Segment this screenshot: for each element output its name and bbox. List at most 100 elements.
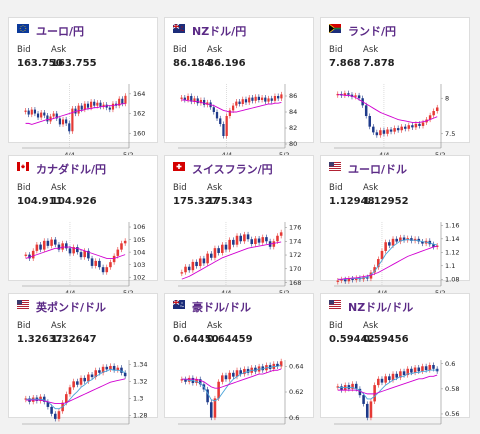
card-header[interactable]: カナダドル/円 [9, 161, 159, 176]
bid-value: 1.32637 [17, 334, 63, 345]
y-tick-label: 1.1 [445, 262, 455, 270]
candle-body [384, 242, 387, 251]
candle-body [90, 101, 93, 108]
candle-body [199, 100, 203, 104]
y-tick-label: 0.6 [445, 360, 455, 368]
candle-body [257, 238, 261, 243]
candle-body [215, 112, 219, 119]
candle-body [53, 413, 57, 419]
card-header[interactable]: NZドル/ドル [321, 299, 471, 314]
card-header[interactable]: スイスフラン/円 [165, 161, 315, 176]
currency-pair-title[interactable]: ユーロ/円 [36, 25, 85, 38]
us-flag-icon [17, 300, 29, 309]
price-chart[interactable]: 1641621604/45/2 [9, 78, 159, 159]
moving-average-line [181, 99, 282, 113]
price-chart[interactable]: 0.6 0.58 0.56 [321, 354, 471, 434]
price-chart[interactable]: 868482804/45/2 [165, 78, 315, 159]
ask-value: 175.343 [207, 196, 253, 207]
candle-body [358, 388, 362, 396]
currency-card[interactable]: ユーロ/ドル Bid Ask 1.12948 1.12952 1.16 1.14 1.12 1.… [320, 155, 471, 297]
za-flag-icon [329, 24, 341, 33]
ask-value: 1.32647 [51, 334, 97, 345]
currency-card[interactable]: NZドル/ドル Bid Ask 0.59442 0.59456 0.6 0.58 0.56 [320, 293, 471, 425]
bid-value: 163.750 [17, 58, 63, 69]
candle-body [109, 262, 112, 268]
candle-body [46, 115, 49, 122]
candle-body [251, 97, 254, 101]
candle-body [193, 98, 196, 102]
candle-body [120, 243, 123, 250]
candle-body [50, 406, 53, 414]
card-header[interactable]: 豪ドル/ドル [165, 299, 315, 314]
price-chart[interactable]: 0.64 0.62 0.6 [165, 354, 315, 434]
currency-pair-title[interactable]: ユーロ/ドル [348, 163, 408, 176]
candle-body [43, 112, 46, 116]
candle-body [90, 374, 94, 378]
candle-body [424, 366, 428, 371]
candle-body [336, 386, 340, 388]
currency-card[interactable]: スイスフラン/円 Bid Ask 175.327 175.343 176 174 172 170… [164, 155, 315, 297]
card-header[interactable]: ランド/円 [321, 23, 471, 38]
candle-body [347, 385, 351, 389]
currency-card[interactable]: 豪ドル/ドル Bid Ask 0.64450 0.64459 0.64 0.62 0.6 [164, 293, 315, 425]
candle-body [195, 379, 198, 384]
candle-body [196, 98, 199, 104]
candle-body [336, 93, 340, 96]
y-tick-label: 102 [133, 273, 145, 281]
candle-body [393, 128, 396, 132]
candle-body [402, 371, 406, 376]
price-chart[interactable]: 1.161.141.121.11.084/45/2 [321, 216, 471, 297]
currency-pair-title[interactable]: ランド/円 [348, 25, 397, 38]
y-tick-label: 1.32 [133, 378, 147, 386]
candle-body [351, 383, 354, 389]
card-header[interactable]: NZドル/円 [165, 23, 315, 38]
candle-body [219, 118, 222, 124]
price-chart[interactable]: 1061051041031024/45/2 [9, 216, 159, 297]
candle-body [116, 367, 120, 371]
ask-value: 0.64459 [207, 334, 253, 345]
candle-body [99, 102, 102, 107]
candle-body [267, 98, 270, 102]
candle-body [368, 116, 371, 127]
bid-value: 1.12948 [329, 196, 375, 207]
candle-body [379, 130, 382, 136]
candle-body [116, 249, 120, 256]
price-chart[interactable]: 1761741721701684/45/2 [165, 216, 315, 297]
card-header[interactable]: ユーロ/円 [9, 23, 159, 38]
currency-card[interactable]: カナダドル/円 Bid Ask 104.911 104.926 106 105 104 103 1… [8, 155, 159, 297]
ch-flag-icon [173, 162, 185, 171]
price-chart[interactable]: 1.34 1.32 1.3 1.28 [9, 354, 159, 434]
candle-body [380, 250, 384, 260]
candle-body [276, 235, 279, 242]
currency-pair-title[interactable]: 英ポンド/ドル [36, 301, 107, 314]
candle-body [365, 403, 369, 418]
candle-body [231, 105, 235, 111]
card-header[interactable]: 英ポンド/ドル [9, 299, 159, 314]
candle-body [61, 119, 65, 125]
candle-body [413, 367, 417, 373]
card-header[interactable]: ユーロ/ドル [321, 161, 471, 176]
candle-body [354, 95, 357, 97]
currency-pair-title[interactable]: 豪ドル/ドル [192, 301, 252, 314]
currency-pair-title[interactable]: NZドル/ドル [348, 301, 414, 314]
candle-body [121, 98, 124, 104]
candle-body [206, 389, 209, 403]
candle-body [83, 103, 86, 110]
y-tick-label: 168 [289, 279, 301, 287]
candle-body [238, 101, 241, 104]
currency-pair-title[interactable]: スイスフラン/円 [192, 163, 273, 176]
y-tick-label: 172 [289, 251, 301, 259]
y-tick-label: 1.34 [133, 360, 147, 368]
bid-label: Bid [329, 45, 343, 55]
price-chart[interactable]: 87.54/45/2 [321, 78, 471, 159]
currency-card[interactable]: 英ポンド/ドル Bid Ask 1.32637 1.32647 1.34 1.32 1.3 1.… [8, 293, 159, 425]
currency-pair-title[interactable]: NZドル/円 [192, 25, 247, 38]
currency-pair-title[interactable]: カナダドル/円 [36, 163, 107, 176]
candle-body [191, 261, 195, 271]
candle-body [432, 365, 435, 369]
candle-body [206, 253, 209, 264]
bid-label: Bid [173, 45, 187, 55]
